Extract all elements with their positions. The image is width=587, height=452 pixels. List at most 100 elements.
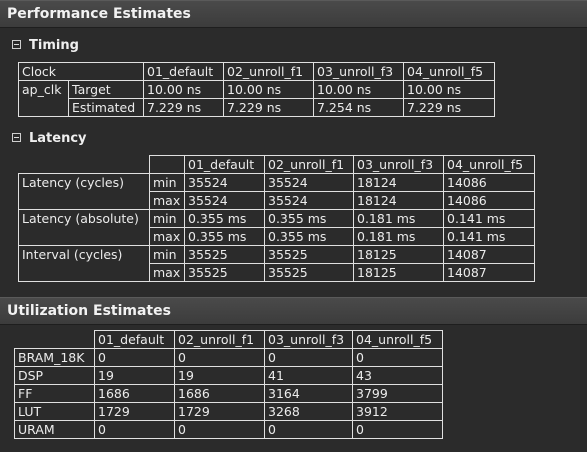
table-cell: 1729 <box>174 402 265 421</box>
timing-table: Clock 01_default 02_unroll_f1 03_unroll_… <box>18 62 495 117</box>
table-cell: 35525 <box>264 263 354 282</box>
table-header-row: Clock 01_default 02_unroll_f1 03_unroll_… <box>18 62 495 81</box>
latency-subheader[interactable]: Latency <box>12 131 87 146</box>
table-cell: 0 <box>94 348 175 367</box>
header-solution: 03_unroll_f3 <box>313 62 404 81</box>
table-row: ap_clk Target 10.00 ns 10.00 ns 10.00 ns… <box>18 80 495 99</box>
latency-table: 01_default 02_unroll_f1 03_unroll_f3 04_… <box>18 155 535 282</box>
collapse-icon[interactable] <box>12 40 21 49</box>
table-cell: 0.181 ms <box>353 209 444 228</box>
row-label: DSP <box>14 366 95 385</box>
table-cell: 7.229 ns <box>223 98 314 117</box>
header-solution: 04_unroll_f5 <box>403 62 495 81</box>
table-cell: 10.00 ns <box>403 80 495 99</box>
table-row: BRAM_18K 0 0 0 0 <box>14 348 443 367</box>
table-cell: 1729 <box>94 402 175 421</box>
table-cell: 35524 <box>184 173 265 192</box>
table-cell: 14086 <box>443 173 535 192</box>
table-cell: 14087 <box>443 245 535 264</box>
row-label-continued <box>18 227 150 246</box>
row-kind: min <box>149 209 185 228</box>
row-kind: min <box>149 245 185 264</box>
table-cell: 18124 <box>353 191 444 210</box>
row-kind: max <box>149 227 185 246</box>
table-row: Latency (cycles) min 35524 35524 18124 1… <box>18 173 535 192</box>
utilization-estimates-title: Utilization Estimates <box>7 303 171 319</box>
table-cell: 19 <box>174 366 265 385</box>
table-cell: 19 <box>94 366 175 385</box>
performance-estimates-title: Performance Estimates <box>7 6 191 22</box>
header-solution: 03_unroll_f3 <box>353 155 444 174</box>
table-cell: 18124 <box>353 173 444 192</box>
table-cell: 0 <box>352 348 443 367</box>
table-cell: 10.00 ns <box>143 80 224 99</box>
timing-title: Timing <box>29 38 79 53</box>
table-cell: 3268 <box>264 402 353 421</box>
row-label: Interval (cycles) <box>18 245 150 264</box>
row-label: Latency (absolute) <box>18 209 150 228</box>
table-cell: 0.355 ms <box>184 209 265 228</box>
table-cell: 0.355 ms <box>264 227 354 246</box>
table-cell: 0.141 ms <box>443 209 535 228</box>
table-cell: 3799 <box>352 384 443 403</box>
header-solution: 01_default <box>94 330 175 349</box>
row-label: BRAM_18K <box>14 348 95 367</box>
table-row: LUT 1729 1729 3268 3912 <box>14 402 443 421</box>
table-cell: 35525 <box>264 245 354 264</box>
table-cell: 14086 <box>443 191 535 210</box>
table-cell: 10.00 ns <box>223 80 314 99</box>
table-cell: 0 <box>352 420 443 439</box>
table-cell: 7.229 ns <box>403 98 495 117</box>
table-cell: 0.141 ms <box>443 227 535 246</box>
timing-subheader[interactable]: Timing <box>12 38 79 53</box>
clock-name: ap_clk <box>18 80 69 99</box>
header-solution: 04_unroll_f5 <box>352 330 443 349</box>
table-cell: 0.355 ms <box>184 227 265 246</box>
header-solution: 02_unroll_f1 <box>174 330 265 349</box>
table-header-row: 01_default 02_unroll_f1 03_unroll_f3 04_… <box>15 330 443 349</box>
table-cell: 0.181 ms <box>353 227 444 246</box>
performance-estimates-header: Performance Estimates <box>0 0 587 28</box>
table-row: max 35525 35525 18125 14087 <box>18 263 535 282</box>
table-row: Interval (cycles) min 35525 35525 18125 … <box>18 245 535 264</box>
table-row: max 0.355 ms 0.355 ms 0.181 ms 0.141 ms <box>18 227 535 246</box>
row-label: Latency (cycles) <box>18 173 150 192</box>
row-kind: max <box>149 263 185 282</box>
header-blank <box>149 155 185 174</box>
header-clock: Clock <box>18 62 144 81</box>
latency-title: Latency <box>29 131 87 146</box>
table-cell: 35525 <box>184 263 265 282</box>
table-cell: 14087 <box>443 263 535 282</box>
row-label: Target <box>68 80 144 99</box>
table-cell: 3164 <box>264 384 353 403</box>
table-cell: 0 <box>94 420 175 439</box>
table-cell: 3912 <box>352 402 443 421</box>
blank-corner <box>19 156 150 174</box>
table-row: DSP 19 19 41 43 <box>14 366 443 385</box>
table-cell: 7.229 ns <box>143 98 224 117</box>
header-solution: 02_unroll_f1 <box>223 62 314 81</box>
table-cell: 10.00 ns <box>313 80 404 99</box>
table-row: Estimated 7.229 ns 7.229 ns 7.254 ns 7.2… <box>18 98 495 117</box>
header-solution: 02_unroll_f1 <box>264 155 354 174</box>
table-cell: 43 <box>352 366 443 385</box>
header-solution: 01_default <box>184 155 265 174</box>
blank-corner <box>15 331 95 349</box>
row-label: URAM <box>14 420 95 439</box>
table-header-row: 01_default 02_unroll_f1 03_unroll_f3 04_… <box>19 155 535 174</box>
table-cell: 7.254 ns <box>313 98 404 117</box>
table-cell: 0 <box>264 420 353 439</box>
table-cell: 18125 <box>353 263 444 282</box>
table-cell: 0 <box>174 420 265 439</box>
row-kind: min <box>149 173 185 192</box>
header-solution: 01_default <box>143 62 224 81</box>
table-row: URAM 0 0 0 0 <box>14 420 443 439</box>
row-label-continued <box>18 263 150 282</box>
table-cell: 0 <box>174 348 265 367</box>
collapse-icon[interactable] <box>12 133 21 142</box>
table-row: max 35524 35524 18124 14086 <box>18 191 535 210</box>
table-cell: 0.355 ms <box>264 209 354 228</box>
table-cell: 1686 <box>174 384 265 403</box>
header-solution: 04_unroll_f5 <box>443 155 535 174</box>
table-cell: 0 <box>264 348 353 367</box>
